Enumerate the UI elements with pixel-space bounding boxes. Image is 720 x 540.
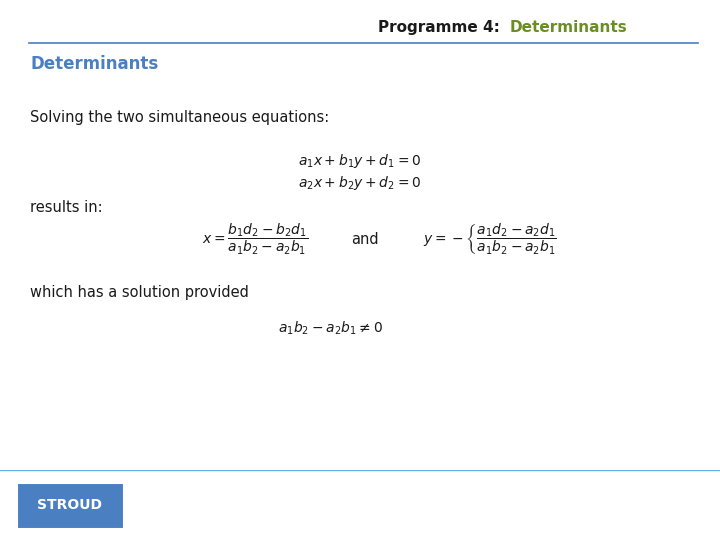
Text: $a_2x+b_2y+d_2=0$: $a_2x+b_2y+d_2=0$ xyxy=(298,174,422,192)
Text: Solving the two simultaneous equations:: Solving the two simultaneous equations: xyxy=(30,110,329,125)
Text: Programme 4:: Programme 4: xyxy=(377,20,510,35)
Text: $a_1b_2-a_2b_1\neq 0$: $a_1b_2-a_2b_1\neq 0$ xyxy=(278,320,382,338)
Text: Determinants: Determinants xyxy=(510,20,628,35)
Text: $y=-\left\{\dfrac{a_1d_2-a_2d_1}{a_1b_2-a_2b_1}\right.$: $y=-\left\{\dfrac{a_1d_2-a_2d_1}{a_1b_2-… xyxy=(423,222,557,257)
FancyBboxPatch shape xyxy=(17,483,124,529)
Text: and: and xyxy=(351,232,379,247)
Text: STROUD: STROUD xyxy=(37,498,102,512)
Text: Worked examples and exercises are in the text: Worked examples and exercises are in the… xyxy=(188,497,592,512)
Text: Determinants: Determinants xyxy=(30,55,158,73)
Text: ✳: ✳ xyxy=(667,490,693,519)
Text: $a_1x+b_1y+d_1=0$: $a_1x+b_1y+d_1=0$ xyxy=(298,152,422,170)
Text: results in:: results in: xyxy=(30,200,103,215)
Text: $x=\dfrac{b_1d_2-b_2d_1}{a_1b_2-a_2b_1}$: $x=\dfrac{b_1d_2-b_2d_1}{a_1b_2-a_2b_1}$ xyxy=(202,222,308,257)
Text: which has a solution provided: which has a solution provided xyxy=(30,285,249,300)
